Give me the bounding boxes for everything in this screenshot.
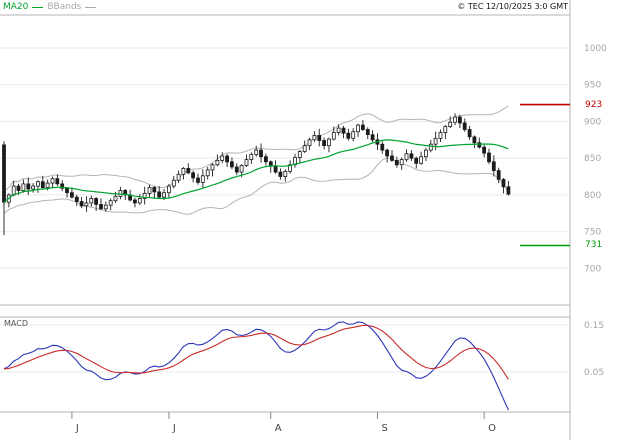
support-resistance-lines <box>520 103 570 247</box>
ma20-line-swatch <box>32 6 44 8</box>
bollinger-bands <box>3 105 509 215</box>
macd-plot <box>3 321 509 411</box>
svg-text:S: S <box>381 423 387 434</box>
price-axis-labels: 1000 950 900 850 800 750 700 <box>584 44 607 274</box>
svg-text:850: 850 <box>584 154 601 164</box>
copyright-text: © TEC 12/10/2025 3:0 GMT <box>457 2 568 11</box>
bbands-line-swatch <box>85 6 97 8</box>
macd-panel-label: MACD <box>4 319 28 328</box>
legend: MA20 BBands <box>3 2 97 12</box>
svg-text:0.05: 0.05 <box>584 368 604 378</box>
bbands-legend-label: BBands <box>47 2 82 12</box>
svg-text:950: 950 <box>584 81 601 91</box>
macd-axis-labels: 0.15 0.05 <box>584 321 604 378</box>
candlestick-series <box>2 113 511 236</box>
svg-text:J: J <box>75 423 79 434</box>
support-price-label: 731 <box>585 240 603 250</box>
ma20-legend-label: MA20 <box>3 2 29 12</box>
svg-text:900: 900 <box>584 117 601 127</box>
svg-text:J: J <box>172 423 176 434</box>
ma20-line <box>3 139 509 203</box>
svg-text:O: O <box>488 423 496 434</box>
svg-text:1000: 1000 <box>584 44 607 54</box>
svg-text:800: 800 <box>584 191 601 201</box>
svg-text:A: A <box>275 423 282 434</box>
gridlines <box>0 47 570 373</box>
svg-text:0.15: 0.15 <box>584 321 604 331</box>
resistance-price-label: 923 <box>585 100 603 110</box>
panel-borders <box>0 0 571 440</box>
svg-text:750: 750 <box>584 228 601 238</box>
svg-text:700: 700 <box>584 264 601 274</box>
